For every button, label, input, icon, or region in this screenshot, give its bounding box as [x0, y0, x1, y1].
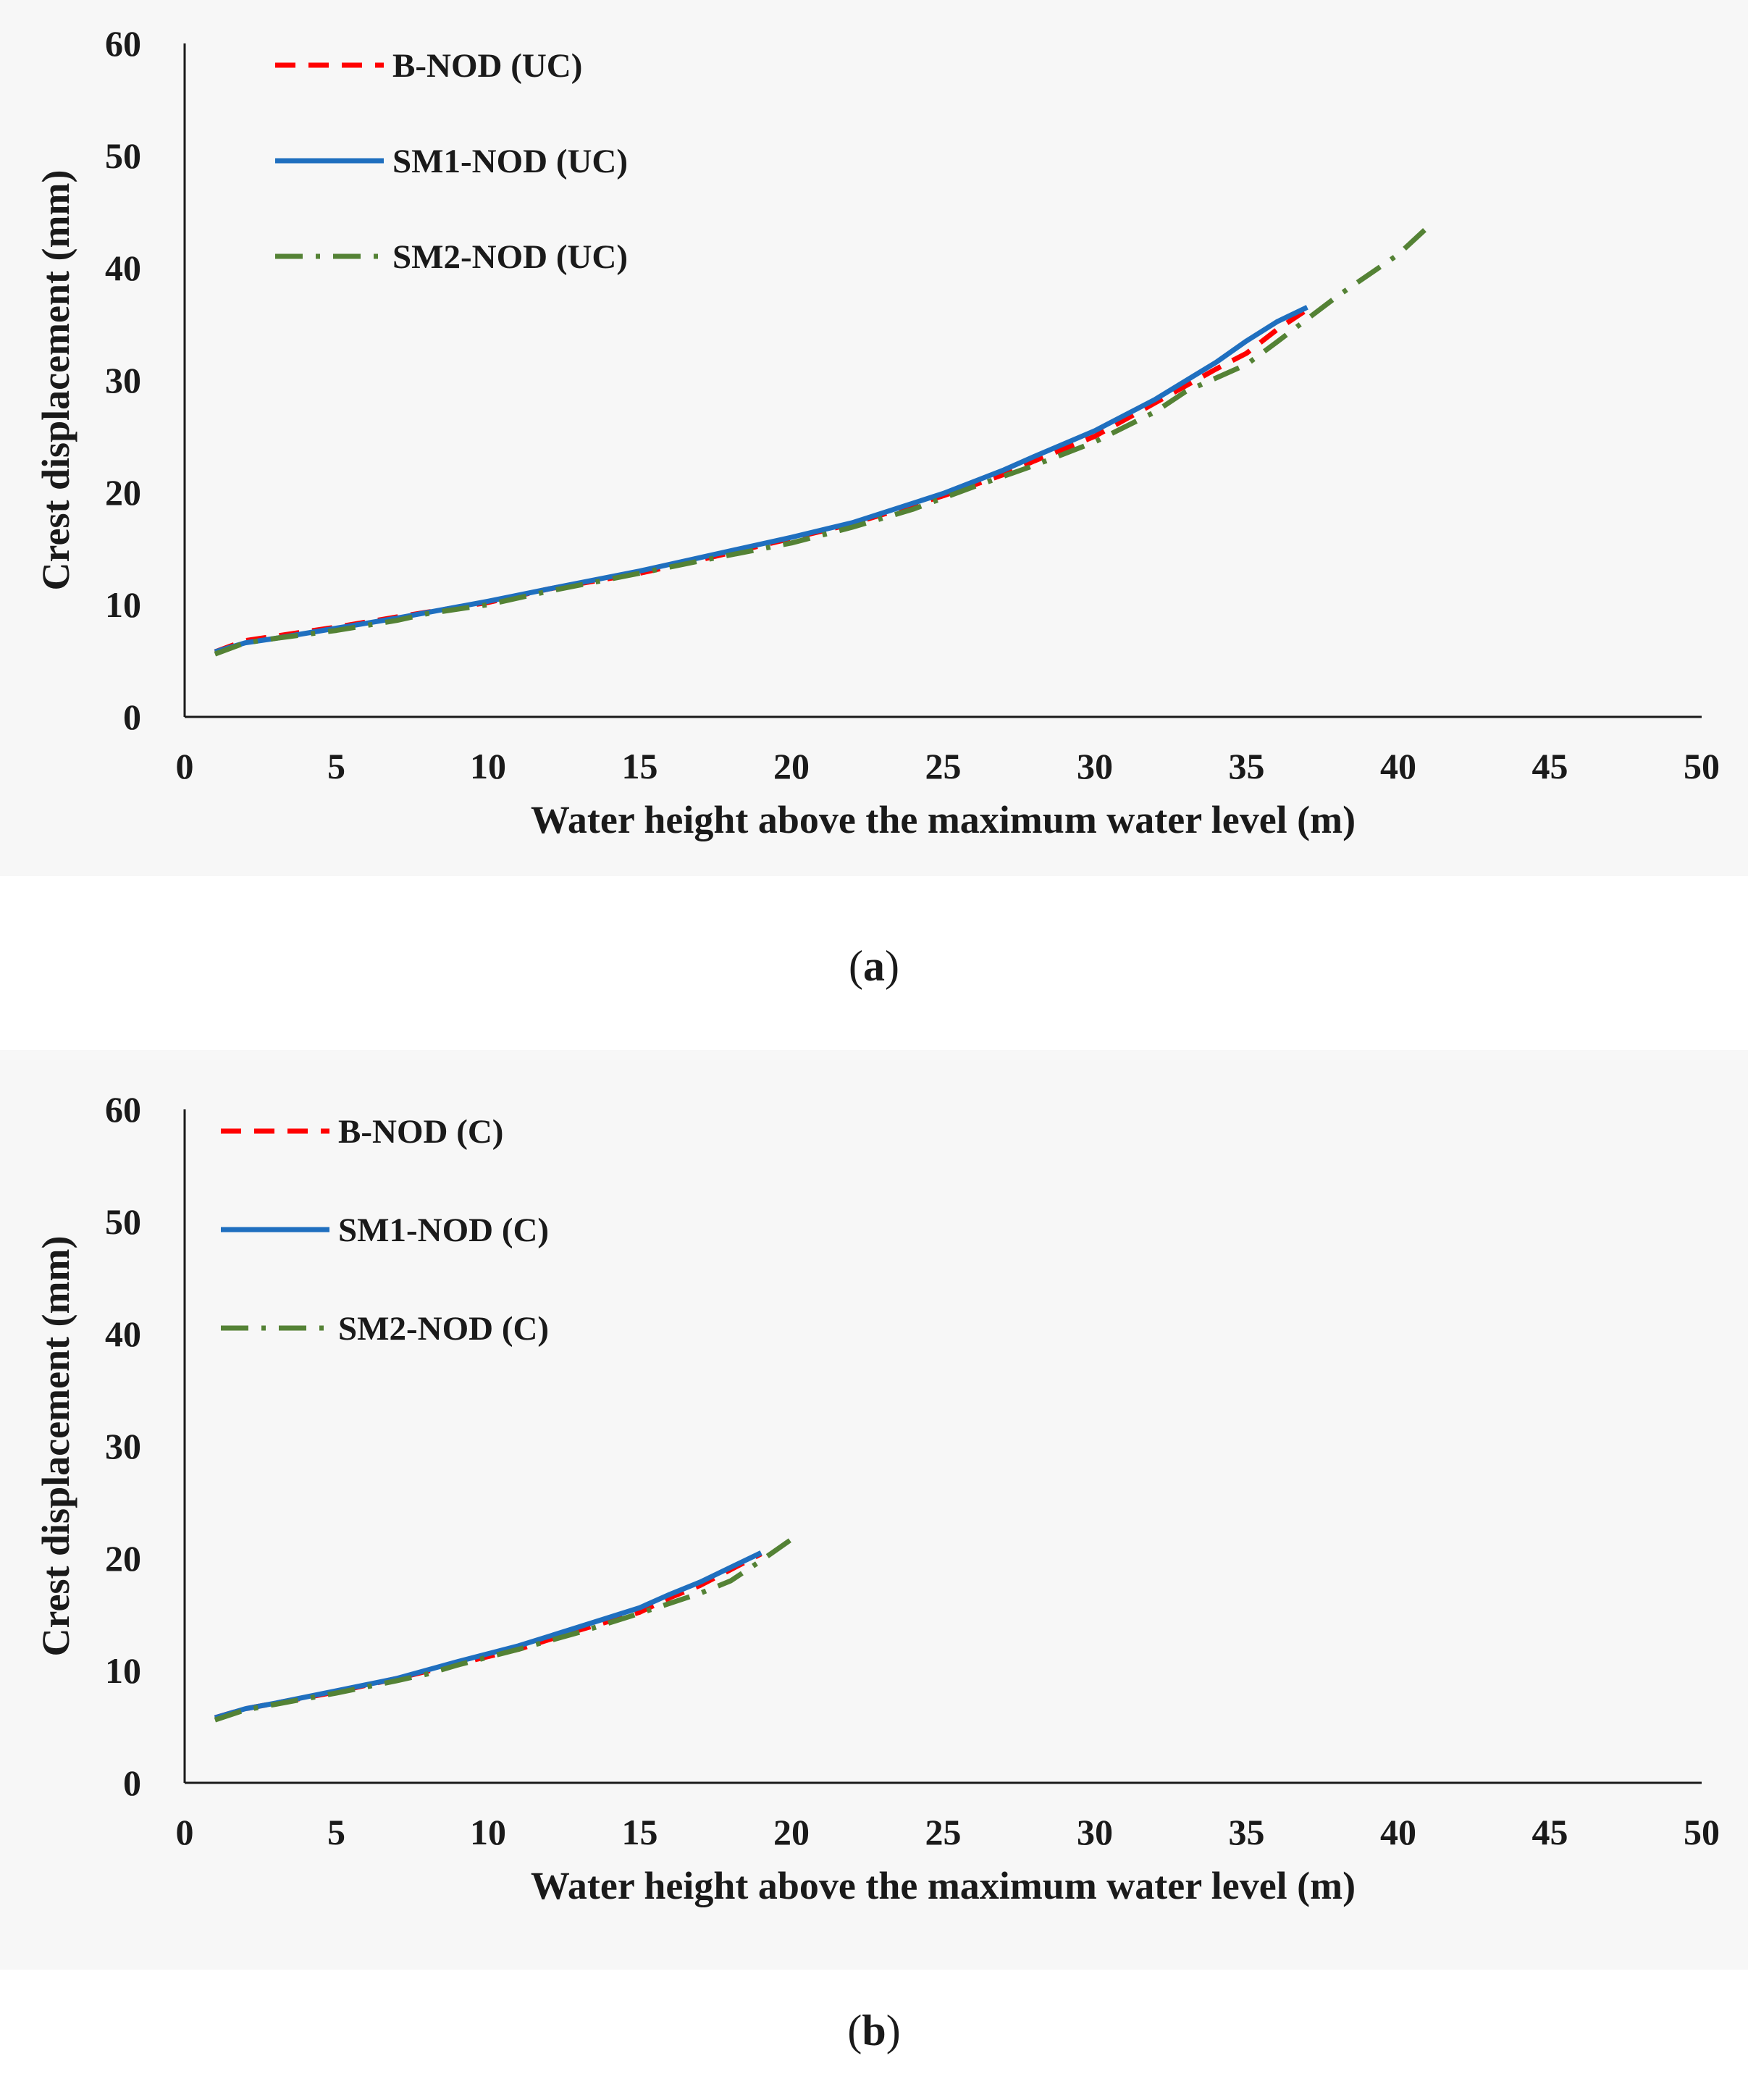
- panel-b-y-tick-label: 20: [105, 1538, 141, 1579]
- caption-b-open: (: [847, 2007, 862, 2054]
- panel-a-x-tick-label: 45: [1532, 746, 1568, 786]
- panel-a-y-tick-label: 0: [123, 697, 141, 737]
- panel-b-y-tick-label: 40: [105, 1314, 141, 1354]
- panel-b-y-tick-label: 10: [105, 1650, 141, 1691]
- panel-a-x-tick-label: 10: [470, 746, 506, 786]
- caption-a: (a): [0, 941, 1748, 991]
- panel-a-x-tick-label: 35: [1229, 746, 1265, 786]
- panel-a-x-tick-label: 15: [622, 746, 658, 786]
- panel-a-series-line-2: [214, 305, 1308, 655]
- panel-b-y-tick-label: 60: [105, 1089, 141, 1130]
- panel-b-x-tick-label: 20: [773, 1812, 810, 1852]
- panel-a-x-tick-label: 5: [327, 746, 345, 786]
- panel-b-x-tick-label: 50: [1684, 1812, 1720, 1852]
- panel-b-x-tick-label: 25: [925, 1812, 962, 1852]
- panel-a-x-tick-label: 30: [1077, 746, 1113, 786]
- caption-a-close: ): [885, 942, 899, 990]
- panel-b-series-line-1: [214, 1551, 762, 1721]
- panel-b-x-tick-label: 15: [622, 1812, 658, 1852]
- panel-b-chart: 0 5 10 15 20 25 30 35 40 45 50 0 10 20 30 40 50 60 Water h…: [34, 1089, 1720, 1907]
- caption-b-letter: b: [862, 2007, 886, 2054]
- panel-b-y-tick-label: 0: [123, 1763, 141, 1803]
- panel-b-series-line-2: [214, 1550, 762, 1721]
- panel-a-legend-label-1: B-NOD (UC): [392, 47, 582, 85]
- panel-b-x-tick-label: 5: [327, 1812, 345, 1852]
- panel-b-legend-label-3: SM2-NOD (C): [338, 1310, 549, 1348]
- panel-a-x-tick-label: 0: [176, 746, 194, 786]
- panel-b-x-tick-label: 35: [1229, 1812, 1265, 1852]
- panel-a-y-tick-label: 30: [105, 360, 141, 400]
- panel-a-x-tick-label: 25: [925, 746, 962, 786]
- panel-a-y-tick-label: 10: [105, 584, 141, 625]
- panel-b-y-tick-label: 30: [105, 1426, 141, 1466]
- panel-b-x-tick-label: 0: [176, 1812, 194, 1852]
- panel-b-background: [0, 1050, 1748, 1970]
- caption-b-close: ): [886, 2007, 901, 2054]
- panel-a-y-tick-label: 60: [105, 23, 141, 64]
- panel-b-x-axis-title: Water height above the maximum water lev…: [531, 1864, 1356, 1907]
- panel-a-legend-label-2: SM1-NOD (UC): [392, 143, 628, 180]
- caption-a-letter: a: [863, 942, 885, 990]
- panel-b-x-tick-label: 45: [1532, 1812, 1568, 1852]
- panel-a-y-tick-label: 40: [105, 248, 141, 288]
- panel-a-chart: 0 5 10 15 20 25 30 35 40 45 50 0 10 20 30 40 50 60 Water h…: [34, 23, 1720, 841]
- panel-a-x-axis-title: Water height above the maximum water lev…: [531, 798, 1356, 841]
- panel-a-series-line-3: [214, 224, 1431, 657]
- panel-a-x-tick-label: 50: [1684, 746, 1720, 786]
- panel-b-x-tick-label: 40: [1380, 1812, 1416, 1852]
- panel-b-y-tick-label: 50: [105, 1201, 141, 1242]
- panel-b-series-line-3: [214, 1537, 794, 1723]
- panel-b-x-tick-label: 10: [470, 1812, 506, 1852]
- panel-b-legend-label-1: B-NOD (C): [338, 1113, 503, 1151]
- panel-a-y-tick-label: 50: [105, 135, 141, 176]
- panel-a-background: [0, 0, 1748, 876]
- panel-a-x-tick-label: 40: [1380, 746, 1416, 786]
- panel-b-legend-label-2: SM1-NOD (C): [338, 1211, 549, 1249]
- panel-a-x-tick-label: 20: [773, 746, 810, 786]
- caption-b: (b): [0, 2006, 1748, 2056]
- panel-a-y-axis-title: Crest displacement (mm): [34, 170, 77, 591]
- panel-a-y-tick-label: 20: [105, 472, 141, 513]
- caption-a-open: (: [849, 942, 863, 990]
- panel-a-legend-label-3: SM2-NOD (UC): [392, 238, 628, 276]
- panel-b-x-tick-label: 30: [1077, 1812, 1113, 1852]
- panel-b-y-axis-title: Crest displacement (mm): [34, 1236, 77, 1657]
- panel-a-series-line-1: [214, 307, 1309, 655]
